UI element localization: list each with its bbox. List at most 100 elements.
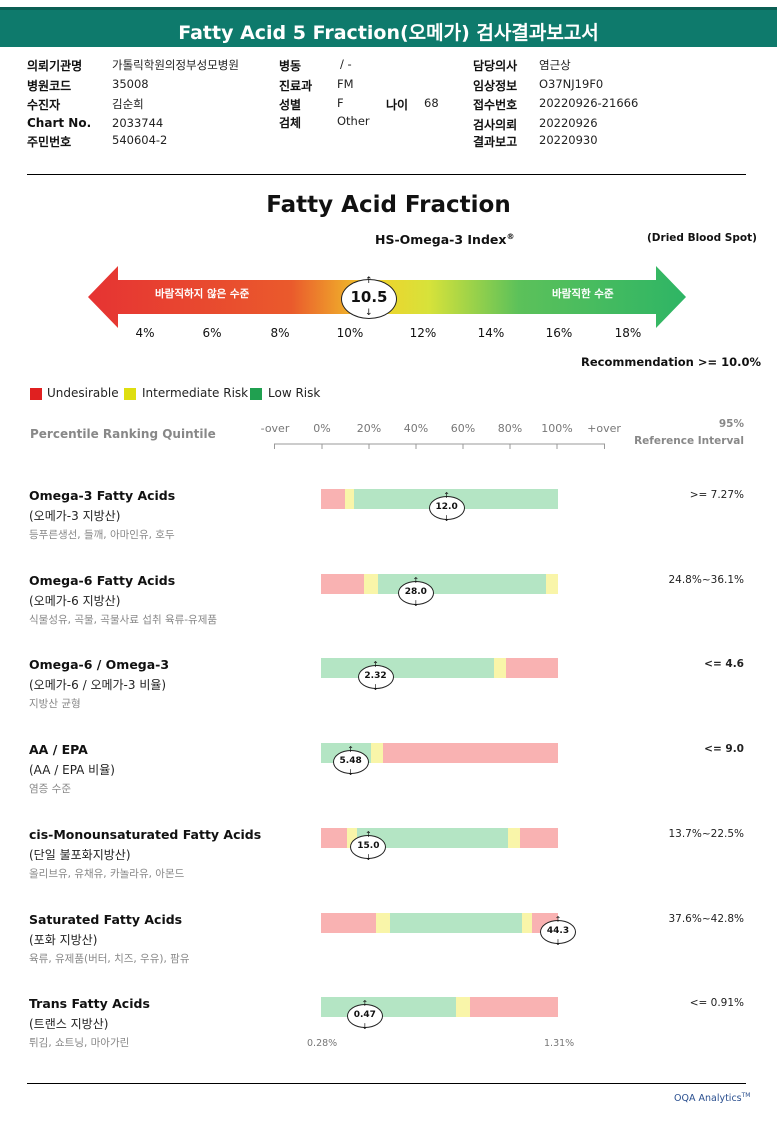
green-zone-segment (321, 997, 457, 1017)
fatty-acid-korean-name: (AA / EPA 비율) (29, 763, 115, 777)
report-title: Fatty Acid 5 Fraction(오메가) 검사결과보고서 (178, 22, 599, 44)
ward-label: 병동 (279, 59, 302, 73)
footer-divider (27, 1083, 746, 1084)
pin-down-arrow-icon: ↓ (443, 514, 450, 523)
pin-up-arrow-icon: ↑ (443, 491, 450, 500)
value-pin (540, 920, 576, 944)
scale-tick: 18% (614, 326, 642, 340)
fatty-acid-korean-name: (트랜스 지방산) (29, 1017, 109, 1031)
scale-tick: 4% (135, 326, 155, 340)
red-zone-segment (321, 913, 376, 933)
yellow-zone-segment (375, 913, 391, 933)
red-zone-segment (321, 574, 365, 594)
value-pin (332, 750, 369, 774)
scale-tick: 10% (336, 326, 364, 340)
pin-down-arrow-icon: ↓ (361, 1022, 369, 1031)
recommendation: Recommendation >= 10.0% (581, 355, 762, 369)
pin-up-arrow-icon: ↑ (372, 660, 379, 669)
percentile-bar (321, 574, 558, 594)
yellow-zone-segment (370, 743, 384, 763)
yellow-zone-segment (508, 828, 521, 848)
desirable-level-label: 바람직한 수준 (552, 288, 614, 300)
fatty-acid-name: AA / EPA (29, 742, 88, 757)
yellow-zone-segment (363, 574, 379, 594)
reference-interval-head: Reference Interval (634, 435, 744, 447)
red-zone-segment (321, 828, 348, 848)
pin-up-arrow-icon: ↑ (412, 576, 420, 585)
percentile-axis (274, 443, 605, 449)
fatty-acid-value: 12.0 (435, 502, 458, 512)
header-divider (27, 174, 746, 175)
marker-down-arrow-icon: ↓ (365, 308, 373, 318)
fatty-acid-value: 0.47 (353, 1010, 376, 1020)
green-zone-segment (389, 913, 523, 933)
report-date-label: 결과보고 (473, 135, 518, 149)
yellow-zone-segment (494, 658, 507, 678)
fatty-acid-korean-name: (단일 불포화지방산) (29, 848, 131, 862)
percentile-tick: 0% (313, 422, 331, 435)
reference-interval: 13.7%~22.5% (668, 828, 744, 840)
pin-up-arrow-icon: ↑ (554, 915, 562, 924)
yellow-zone-segment (347, 828, 358, 848)
request-date-value: 20220926 (539, 116, 598, 130)
value-pin (350, 835, 387, 859)
fatty-acid-name: Omega-6 / Omega-3 (29, 657, 170, 672)
hospital-code-value: 35008 (112, 77, 149, 91)
specimen-label: 검체 (279, 116, 302, 130)
fatty-acid-food-sources: 염증 수준 (29, 783, 71, 795)
reference-interval: 24.8%~36.1% (668, 574, 744, 586)
value-pin (346, 1004, 383, 1028)
yellow-zone-segment (522, 913, 533, 933)
undesirable-level-label: 바람직하지 않은 수준 (155, 288, 250, 300)
fatty-acid-value: 44.3 (546, 926, 570, 936)
percentile-tick: 80% (497, 422, 523, 435)
marker-up-arrow-icon: ↑ (365, 276, 373, 286)
brand-name: OQA Analytics (674, 1093, 742, 1105)
green-zone-segment (321, 658, 495, 678)
scale-tick: 12% (409, 326, 437, 340)
fatty-acid-name: Omega-6 Fatty Acids (29, 573, 176, 588)
clinical-info-label: 임상정보 (473, 79, 518, 93)
reference-head-95: 95% (718, 418, 744, 430)
reference-interval: <= 0.91% (689, 997, 744, 1009)
value-pin (428, 496, 465, 520)
percentile-bar (321, 913, 558, 933)
fatty-acid-food-sources: 지방산 균형 (29, 698, 81, 710)
percentile-ranking-label: Percentile Ranking Quintile (30, 427, 216, 441)
sex-value: F (337, 96, 344, 110)
report-date-value: 20220930 (539, 133, 598, 147)
receipt-no-value: 20220926-21666 (539, 96, 639, 110)
pin-up-arrow-icon: ↑ (347, 745, 354, 754)
pin-down-arrow-icon: ↓ (554, 938, 562, 947)
pin-down-arrow-icon: ↓ (372, 683, 379, 692)
index-subtitle-text: HS-Omega-3 Index (375, 232, 507, 248)
trans-range-min: 0.28% (307, 1038, 338, 1049)
examinee-label: 수진자 (27, 98, 61, 112)
trademark-mark: TM (741, 1092, 751, 1099)
fatty-acid-name: Saturated Fatty Acids (29, 912, 183, 927)
fatty-acid-value: 5.48 (339, 756, 362, 766)
scale-tick: 8% (270, 326, 290, 340)
dept-value: FM (337, 77, 354, 91)
clinical-info-value: O37NJ19F0 (539, 77, 604, 91)
fatty-acid-food-sources: 튀김, 쇼트닝, 마아가린 (29, 1037, 130, 1049)
fatty-acid-value: 2.32 (364, 671, 387, 681)
rrn-value: 540604-2 (112, 133, 168, 147)
scale-tick: 14% (477, 326, 505, 340)
percentile-tick: 20% (356, 422, 382, 435)
legend-low-risk: Low Risk (268, 386, 321, 400)
specimen-value: Other (337, 114, 370, 128)
pin-down-arrow-icon: ↓ (347, 768, 354, 777)
fatty-acid-name: Omega-3 Fatty Acids (29, 488, 176, 503)
legend-undesirable: Undesirable (47, 386, 119, 400)
institution-label: 의뢰기관명 (27, 59, 83, 73)
percentile-tick: -over (260, 422, 290, 435)
pin-down-arrow-icon: ↓ (365, 853, 372, 862)
percentile-tick: 60% (450, 422, 476, 435)
percentile-tick: +over (587, 422, 621, 435)
fatty-acid-korean-name: (오메가-6 / 오메가-3 비율) (29, 678, 167, 692)
index-subtitle: HS-Omega-3 Index® (375, 232, 514, 247)
green-zone-segment (356, 828, 509, 848)
chart-no-label: Chart No. (27, 116, 92, 130)
index-value-marker (341, 279, 397, 319)
